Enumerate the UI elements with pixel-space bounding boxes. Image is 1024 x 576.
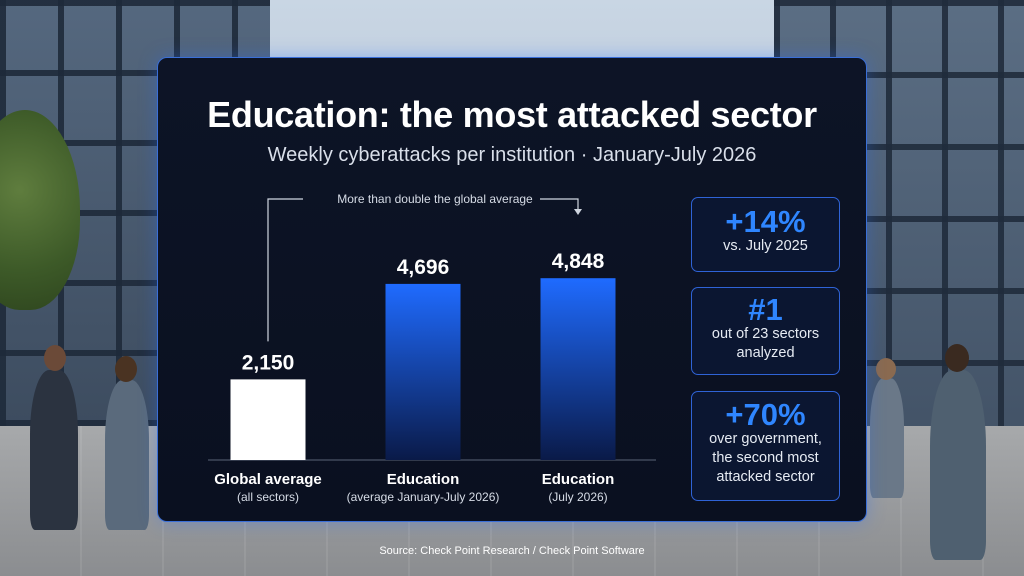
source-note: Source: Check Point Research / Check Poi… bbox=[379, 545, 645, 557]
category-sublabel: (July 2026) bbox=[548, 490, 607, 504]
bar-education bbox=[385, 283, 461, 460]
category-sublabel: (all sectors) bbox=[237, 490, 299, 504]
bar-education bbox=[540, 278, 616, 460]
student-figure bbox=[930, 370, 986, 560]
stat-label: over government, bbox=[709, 431, 822, 447]
stat-label: vs. July 2025 bbox=[723, 238, 808, 254]
category-label: Global average bbox=[214, 471, 322, 488]
stat-label: the second most bbox=[712, 449, 819, 466]
annotation-bracket-left bbox=[267, 198, 303, 342]
bar-value-label: 4,848 bbox=[552, 250, 605, 273]
student-head bbox=[115, 356, 137, 382]
bar-global-average bbox=[230, 379, 306, 460]
annotation-arrow-icon bbox=[574, 209, 582, 215]
student-head bbox=[945, 344, 969, 372]
stat-value: +70% bbox=[725, 397, 806, 432]
student-head bbox=[876, 358, 896, 380]
infographic-panel: Education: the most attacked sector Week… bbox=[157, 57, 867, 522]
chart-title: Education: the most attacked sector bbox=[207, 94, 817, 135]
stat-label: analyzed bbox=[736, 344, 795, 361]
student-figure bbox=[30, 370, 78, 530]
chart-subtitle: Weekly cyberattacks per institution · Ja… bbox=[267, 144, 757, 166]
stat-card-growth: +14% vs. July 2025 bbox=[691, 197, 840, 272]
category-label: Education bbox=[542, 471, 615, 488]
stat-label: out of 23 sectors bbox=[711, 326, 820, 342]
bar-value-label: 4,696 bbox=[397, 256, 450, 279]
student-head bbox=[44, 345, 66, 371]
student-figure bbox=[105, 380, 149, 530]
stat-label: attacked sector bbox=[716, 468, 815, 485]
stat-value: +14% bbox=[725, 204, 806, 239]
bar-value-label: 2,150 bbox=[242, 351, 295, 374]
student-figure bbox=[870, 378, 904, 498]
annotation-text: More than double the global average bbox=[337, 192, 533, 206]
annotation-bracket-right bbox=[540, 198, 579, 211]
category-label: Education bbox=[387, 471, 460, 488]
stat-card-government: +70% over government, the second most at… bbox=[691, 391, 840, 501]
stat-card-rank: #1 out of 23 sectors analyzed bbox=[691, 287, 840, 375]
bar-chart: 2,150 Global average (all sectors) 4,696 Edu… bbox=[208, 192, 656, 504]
stat-value: #1 bbox=[748, 292, 783, 327]
category-sublabel: (average January-July 2026) bbox=[347, 490, 500, 504]
